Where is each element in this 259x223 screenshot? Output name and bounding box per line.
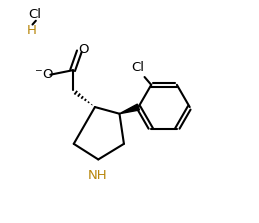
Text: O: O <box>78 43 89 56</box>
Text: H: H <box>26 24 36 37</box>
Text: NH: NH <box>87 169 107 182</box>
Text: Cl: Cl <box>28 8 41 21</box>
Text: Cl: Cl <box>131 61 144 74</box>
Polygon shape <box>119 104 139 114</box>
Text: $^{-}$O: $^{-}$O <box>34 68 54 81</box>
